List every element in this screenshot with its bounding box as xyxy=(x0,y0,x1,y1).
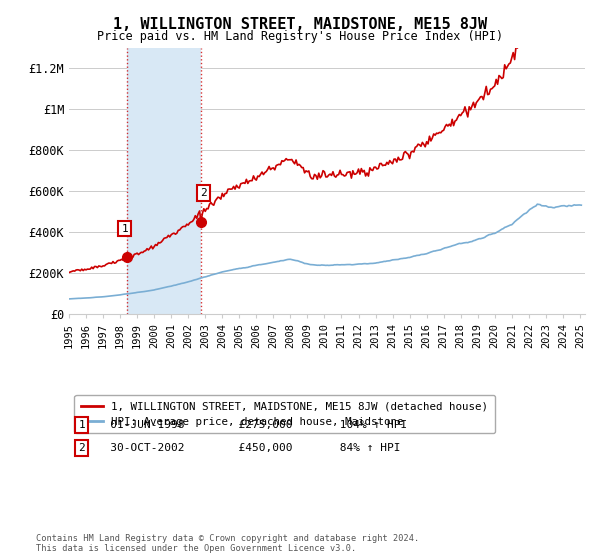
Text: 1: 1 xyxy=(79,421,85,430)
Bar xyxy=(127,48,201,314)
Text: 1, WILLINGTON STREET, MAIDSTONE, ME15 8JW: 1, WILLINGTON STREET, MAIDSTONE, ME15 8J… xyxy=(113,17,487,32)
Text: 2: 2 xyxy=(200,188,207,198)
Text: 1: 1 xyxy=(121,223,128,234)
Text: 2: 2 xyxy=(79,443,85,453)
Text: Price paid vs. HM Land Registry's House Price Index (HPI): Price paid vs. HM Land Registry's House … xyxy=(97,30,503,43)
Text: 30-OCT-2002        £450,000       84% ↑ HPI: 30-OCT-2002 £450,000 84% ↑ HPI xyxy=(89,443,400,453)
Legend: 1, WILLINGTON STREET, MAIDSTONE, ME15 8JW (detached house), HPI: Average price, : 1, WILLINGTON STREET, MAIDSTONE, ME15 8J… xyxy=(74,395,495,433)
Text: 01-JUN-1998        £275,000       104% ↑ HPI: 01-JUN-1998 £275,000 104% ↑ HPI xyxy=(89,421,407,430)
Text: Contains HM Land Registry data © Crown copyright and database right 2024.
This d: Contains HM Land Registry data © Crown c… xyxy=(36,534,419,553)
